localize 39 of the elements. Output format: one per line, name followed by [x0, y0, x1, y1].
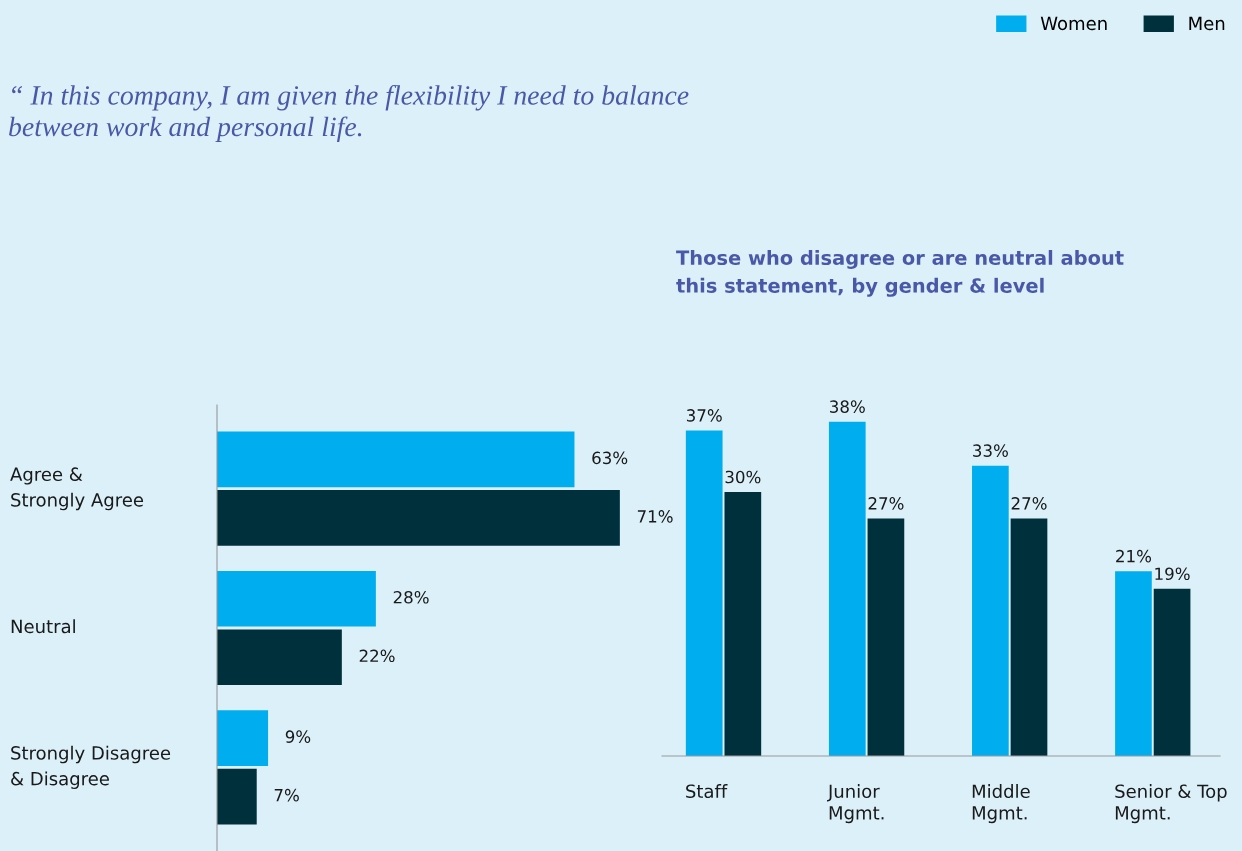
- data-label: 27%: [868, 497, 904, 510]
- bar: [685, 430, 723, 756]
- legend-label: Men: [1189, 16, 1225, 31]
- bar: [828, 421, 866, 756]
- bar: [217, 431, 575, 488]
- data-label: 21%: [1116, 549, 1152, 563]
- bar: [217, 490, 620, 546]
- bar: [867, 518, 905, 756]
- bar: [1115, 571, 1152, 756]
- bar: [217, 768, 257, 825]
- bar: [217, 629, 342, 686]
- data-label: 27%: [1011, 497, 1047, 510]
- data-label: 38%: [830, 400, 865, 413]
- data-label: 63%: [592, 451, 628, 465]
- data-label: 28%: [393, 590, 429, 604]
- legend-label: Women: [1040, 16, 1107, 31]
- bar: [724, 492, 762, 756]
- chart-title: “ In this company, I am given the flexibility I need to balance between work and personal life.: [9, 85, 689, 142]
- bar: [217, 570, 376, 627]
- bar: [217, 710, 269, 766]
- y-tick-label: Agree & Strongly Agree: [10, 467, 144, 511]
- data-label: 19%: [1155, 567, 1190, 581]
- data-label: 37%: [686, 409, 722, 422]
- x-tick-label: Staff: [686, 784, 728, 799]
- x-tick-label: Middle Mgmt.: [972, 784, 1030, 824]
- data-label: 71%: [637, 510, 673, 523]
- data-label: 33%: [973, 444, 1008, 457]
- x-tick-label: Junior Mgmt.: [827, 784, 884, 824]
- data-label: 30%: [725, 470, 761, 484]
- data-label: 7%: [274, 788, 299, 802]
- data-label: 9%: [285, 730, 311, 743]
- y-tick-label: Strongly Disagree & Disagree: [11, 745, 171, 789]
- chart-title: Those who disagree or are neutral about this statement, by gender & level: [676, 250, 1124, 297]
- data-label: 22%: [359, 649, 395, 663]
- x-tick-label: Senior & Top Mgmt.: [1115, 784, 1227, 824]
- bar: [1153, 588, 1191, 756]
- bar: [972, 465, 1009, 756]
- bar: [1010, 518, 1048, 756]
- y-tick-label: Neutral: [11, 619, 75, 634]
